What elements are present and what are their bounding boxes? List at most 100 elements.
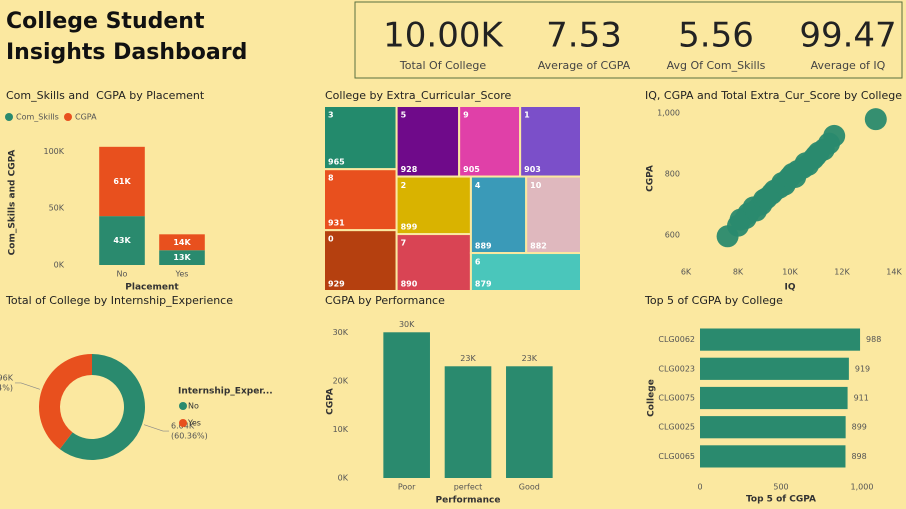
- data-label: 3.96K: [0, 373, 14, 382]
- x-tick-label: No: [117, 270, 128, 279]
- kpi-label: Average of IQ: [811, 59, 886, 72]
- y-tick-label: 0K: [54, 261, 65, 270]
- y-tick-label: 100K: [43, 147, 64, 156]
- y-tick-label: 0K: [338, 474, 349, 483]
- kpi-value: 99.47: [799, 16, 896, 56]
- percent-label: (39.64%): [0, 383, 13, 392]
- legend-label: CGPA: [75, 113, 97, 122]
- tile-value: 903: [524, 165, 541, 174]
- tile-label: 6: [475, 258, 481, 267]
- bar: [700, 416, 846, 439]
- tile-label: 2: [401, 181, 407, 190]
- bar: [159, 234, 205, 251]
- x-tick-label: perfect: [454, 483, 483, 492]
- tile-value: 929: [328, 280, 345, 289]
- tile-label: 3: [328, 111, 334, 120]
- point: [823, 124, 846, 147]
- data-label: 23K: [460, 354, 476, 363]
- tile-label: 4: [475, 181, 481, 190]
- bar: [383, 332, 430, 478]
- legend-marker: [179, 419, 187, 427]
- x-tick-label: 0: [697, 483, 702, 492]
- data-label: 899: [852, 423, 867, 432]
- tile-value: 899: [401, 223, 418, 232]
- x-tick-label: Good: [519, 483, 540, 492]
- x-tick-label: 8K: [733, 268, 744, 277]
- x-axis-label: Top 5 of CGPA: [746, 495, 816, 505]
- bar: [700, 357, 849, 380]
- tile-value: 965: [328, 158, 345, 167]
- y-tick-label: 50K: [49, 204, 65, 213]
- y-axis-label: College: [647, 379, 657, 417]
- tile-value: 931: [328, 219, 345, 228]
- x-tick-label: 14K: [886, 268, 902, 277]
- legend-label: Com_Skills: [16, 113, 59, 122]
- tile-value: 889: [475, 242, 492, 251]
- legend-label: No: [188, 402, 199, 411]
- x-tick-label: 12K: [834, 268, 850, 277]
- data-label: 13K: [173, 253, 191, 262]
- y-tick-label: 20K: [333, 376, 349, 385]
- leader-line: [14, 382, 41, 390]
- data-label: 61K: [113, 177, 131, 186]
- data-label: 30K: [399, 320, 415, 329]
- donut-slice: [38, 354, 92, 450]
- y-tick-label: CLG0023: [658, 364, 695, 373]
- chart-title: CGPA by Performance: [325, 294, 445, 307]
- data-label: 43K: [113, 236, 131, 245]
- tile-label: 9: [463, 111, 469, 120]
- y-tick-label: CLG0075: [658, 394, 695, 403]
- kpi-label: Total Of College: [399, 59, 486, 72]
- kpi-value: 7.53: [546, 16, 622, 56]
- chart-title: IQ, CGPA and Total Extra_Cur_Score by Co…: [645, 89, 902, 102]
- tile: [323, 168, 398, 232]
- tile-value: 879: [475, 280, 492, 289]
- tile: [458, 105, 522, 178]
- bar: [99, 146, 145, 217]
- x-tick-label: 10K: [782, 268, 798, 277]
- data-label: 23K: [522, 354, 538, 363]
- tile: [395, 105, 461, 178]
- y-tick-label: 30K: [333, 328, 349, 337]
- y-axis-label: CGPA: [646, 165, 656, 192]
- dashboard-title: College Student Insights Dashboard: [6, 9, 248, 65]
- x-tick-label: 500: [773, 483, 788, 492]
- legend-label: Yes: [187, 419, 201, 428]
- tile-label: 5: [401, 111, 407, 120]
- y-tick-label: 800: [665, 169, 680, 178]
- tile-label: 0: [328, 235, 334, 244]
- x-tick-label: Yes: [175, 270, 189, 279]
- point: [864, 108, 887, 131]
- tile-label: 7: [401, 239, 407, 248]
- y-tick-label: 10K: [333, 425, 349, 434]
- legend-marker: [179, 402, 187, 410]
- legend-marker: [5, 113, 13, 121]
- x-axis-label: IQ: [785, 283, 796, 293]
- bar: [700, 328, 861, 351]
- data-label: 988: [866, 335, 881, 344]
- chart-title: Com_Skills and CGPA by Placement: [6, 89, 205, 102]
- leader-line: [143, 424, 170, 432]
- y-tick-label: CLG0025: [658, 423, 695, 432]
- percent-label: (60.36%): [171, 432, 208, 441]
- kpi-value: 10.00K: [383, 16, 504, 56]
- kpi-label: Avg Of Com_Skills: [667, 59, 766, 72]
- x-tick-label: 6K: [681, 268, 692, 277]
- kpi-frame: [354, 1, 903, 79]
- data-label: 898: [851, 452, 866, 461]
- kpi-value: 5.56: [678, 16, 754, 56]
- y-axis-label: Com_Skills and CGPA: [8, 150, 18, 256]
- tile: [469, 252, 583, 292]
- legend-marker: [64, 113, 72, 121]
- data-label: 14K: [173, 238, 191, 247]
- tile: [469, 175, 528, 255]
- chart-title: Top 5 of CGPA by College: [644, 294, 783, 307]
- tile: [323, 105, 398, 171]
- tile-value: 928: [401, 165, 418, 174]
- bar: [506, 366, 553, 478]
- tile: [395, 233, 472, 292]
- bar: [700, 445, 846, 468]
- x-tick-label: 1,000: [851, 483, 874, 492]
